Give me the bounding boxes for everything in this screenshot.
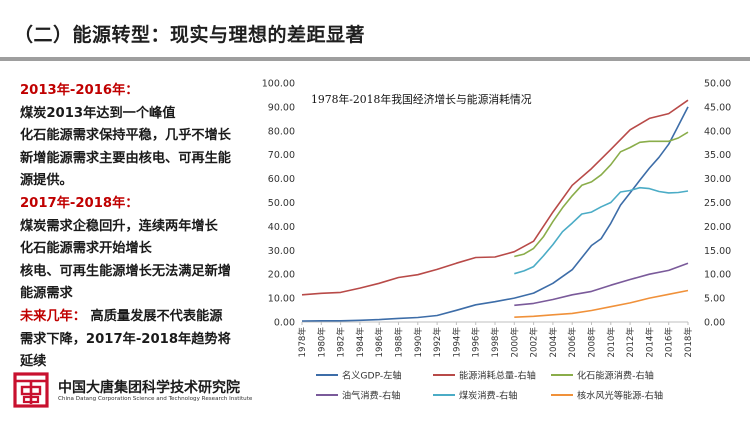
series-line: [514, 131, 689, 258]
y-left-tick-label: 10.00: [268, 294, 295, 305]
commentary-line: 核电、可再生能源增长无法满足新增: [20, 261, 278, 284]
x-tick-label: 1980年: [315, 327, 327, 358]
commentary-line: 2013年-2016年：: [20, 80, 278, 103]
page-title: （二）能源转型：现实与理想的差距显著: [14, 24, 366, 46]
legend-label: 化石能源消费-右轴: [577, 370, 654, 382]
series-line: [301, 99, 689, 296]
x-tick-label: 1998年: [489, 327, 501, 358]
commentary-text: 高质量发展不代表能源: [85, 308, 223, 324]
y-right-tick-label: 50.00: [704, 79, 731, 90]
y-right-tick-label: 15.00: [704, 246, 731, 257]
x-tick-label: 2018年: [682, 327, 694, 358]
legend-label: 名义GDP-左轴: [342, 370, 402, 382]
y-right-tick-label: 25.00: [704, 198, 731, 209]
x-tick-label: 1978年: [296, 327, 308, 358]
y-right-tick-label: 10.00: [704, 270, 731, 281]
y-right-tick-label: 35.00: [704, 150, 731, 161]
x-tick-label: 1994年: [450, 327, 462, 358]
commentary-heading: 2017年-2018年：: [20, 195, 139, 211]
y-left-tick-label: 60.00: [268, 174, 295, 185]
x-tick-label: 2010年: [605, 327, 617, 358]
x-tick-label: 2008年: [586, 327, 598, 358]
x-tick-label: 1988年: [393, 327, 405, 358]
commentary-text: 能源需求: [20, 286, 73, 302]
x-tick-label: 1984年: [354, 327, 366, 358]
y-left-tick-label: 40.00: [268, 222, 295, 233]
title-divider: [0, 57, 750, 61]
commentary-line: 源提供。: [20, 170, 278, 193]
series-line: [514, 262, 689, 307]
commentary-line: 需求下降，2017年-2018年趋势将: [20, 329, 278, 352]
x-tick-label: 1986年: [373, 327, 385, 358]
series-line: [514, 186, 689, 275]
y-right-tick-label: 30.00: [704, 174, 731, 185]
org-name-en: China Datang Corporation Science and Tec…: [58, 396, 253, 402]
legend-label: 核水风光等能源-右轴: [577, 390, 663, 402]
commentary-text: 煤炭2013年达到一个峰值: [20, 105, 176, 121]
y-left-tick-label: 70.00: [268, 150, 295, 161]
commentary-panel: 2013年-2016年： 煤炭2013年达到一个峰值化石能源需求保持平稳，几乎不增…: [20, 80, 278, 374]
y-right-tick-label: 0.00: [704, 318, 725, 329]
commentary-line: 延续: [20, 351, 278, 374]
y-right-tick-label: 20.00: [704, 222, 731, 233]
commentary-line: 2017年-2018年：: [20, 193, 278, 216]
commentary-line: 煤炭2013年达到一个峰值: [20, 103, 278, 126]
commentary-text: 煤炭需求企稳回升，连续两年增长: [20, 218, 218, 234]
y-right-tick-label: 5.00: [704, 294, 725, 305]
x-tick-label: 1992年: [431, 327, 443, 358]
x-tick-label: 2012年: [624, 327, 636, 358]
datang-logo-icon: [13, 372, 49, 408]
legend-label: 油气消费-右轴: [342, 390, 400, 402]
commentary-line: 能源需求: [20, 283, 278, 306]
commentary-text: 新增能源需求主要由核电、可再生能: [20, 150, 231, 166]
legend-label: 能源消耗总量-右轴: [459, 370, 536, 382]
y-left-tick-label: 0.00: [274, 318, 295, 329]
x-tick-label: 1982年: [335, 327, 347, 358]
x-tick-label: 2002年: [528, 327, 540, 358]
commentary-text: 化石能源需求保持平稳，几乎不增长: [20, 128, 231, 144]
y-left-tick-label: 50.00: [268, 198, 295, 209]
commentary-line: 化石能源需求保持平稳，几乎不增长: [20, 125, 278, 148]
series-line: [514, 289, 689, 318]
commentary-text: 核电、可再生能源增长无法满足新增: [20, 263, 231, 279]
commentary-line: 煤炭需求企稳回升，连续两年增长: [20, 216, 278, 239]
x-tick-label: 1996年: [470, 327, 482, 358]
commentary-line: 新增能源需求主要由核电、可再生能: [20, 148, 278, 171]
commentary-heading: 未来几年：: [20, 308, 86, 324]
commentary-text: 需求下降，2017年-2018年趋势将: [20, 331, 231, 347]
commentary-heading: 2013年-2016年：: [20, 83, 139, 98]
chart-title: 1978年-2018年我国经济增长与能源消耗情况: [311, 92, 532, 106]
commentary-line: 未来几年： 高质量发展不代表能源: [20, 306, 278, 329]
legend-label: 煤炭消费-右轴: [459, 390, 517, 402]
x-tick-label: 2000年: [508, 327, 520, 358]
x-tick-label: 2006年: [566, 327, 578, 358]
commentary-text: 源提供。: [20, 173, 73, 189]
x-tick-label: 2014年: [643, 327, 655, 358]
y-left-tick-label: 20.00: [268, 270, 295, 281]
org-name-cn: 中国大唐集团科学技术研究院: [58, 380, 240, 396]
x-tick-label: 2016年: [663, 327, 675, 358]
commentary-text: 延续: [20, 354, 47, 370]
org-logo: 中国大唐集团科学技术研究院 China Datang Corporation S…: [12, 371, 272, 411]
commentary-text: 化石能源需求开始增长: [20, 241, 152, 257]
y-right-tick-label: 45.00: [704, 102, 731, 113]
x-tick-label: 1990年: [412, 327, 424, 358]
y-left-tick-label: 30.00: [268, 246, 295, 257]
commentary-line: 化石能源需求开始增长: [20, 238, 278, 261]
x-tick-label: 2004年: [547, 327, 559, 358]
y-left-tick-label: 80.00: [268, 126, 295, 137]
y-left-tick-label: 100.00: [262, 79, 295, 90]
y-right-tick-label: 40.00: [704, 126, 731, 137]
series-line: [301, 106, 689, 322]
y-left-tick-label: 90.00: [268, 102, 295, 113]
